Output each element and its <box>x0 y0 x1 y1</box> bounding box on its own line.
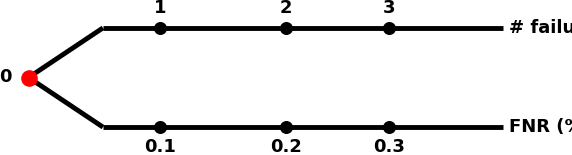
Text: 2: 2 <box>280 0 292 17</box>
Text: 1: 1 <box>154 0 166 17</box>
Point <box>281 27 291 29</box>
Text: 0.2: 0.2 <box>270 138 302 155</box>
Point <box>24 76 33 79</box>
Point <box>281 126 291 128</box>
Text: # failures: # failures <box>509 19 572 37</box>
Point <box>156 126 165 128</box>
Text: FNR (%): FNR (%) <box>509 118 572 136</box>
Point <box>384 126 394 128</box>
Point <box>156 27 165 29</box>
Text: 3: 3 <box>383 0 395 17</box>
Text: 0: 0 <box>0 69 11 86</box>
Text: 0.3: 0.3 <box>373 138 405 155</box>
Text: 0.1: 0.1 <box>144 138 176 155</box>
Point <box>384 27 394 29</box>
